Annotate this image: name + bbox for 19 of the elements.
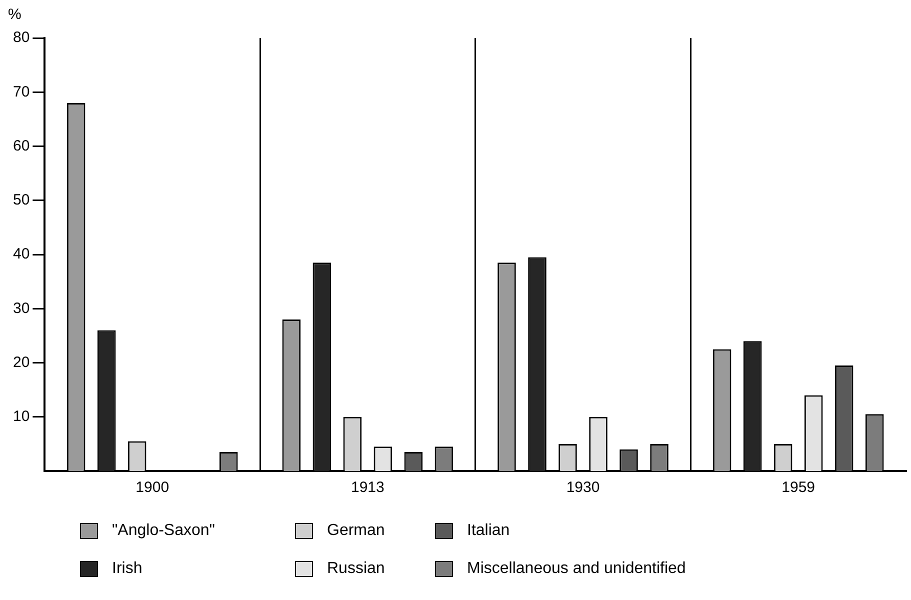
x-tick-label: 1913 xyxy=(350,479,384,496)
y-tick-label: 30 xyxy=(12,300,30,317)
y-tick-label: 80 xyxy=(12,29,30,46)
legend-label: "Anglo-Saxon" xyxy=(112,522,215,540)
legend-label: Italian xyxy=(467,522,510,540)
x-tick-label: 1900 xyxy=(136,479,170,496)
y-tick-label: 70 xyxy=(12,83,30,100)
x-tick-label: 1930 xyxy=(566,479,600,496)
x-tick-label: 1959 xyxy=(782,479,816,496)
legend-label: German xyxy=(327,522,385,540)
y-tick-label: 20 xyxy=(12,354,30,371)
y-tick-label: 40 xyxy=(12,246,30,263)
y-tick-label: 60 xyxy=(12,137,30,154)
y-tick-label: 10 xyxy=(12,408,30,426)
y-axis-title: % xyxy=(8,6,22,23)
y-tick-label: 50 xyxy=(12,192,30,209)
legend-label: Irish xyxy=(112,560,142,578)
legend-label: Russian xyxy=(327,560,385,578)
legend-label: Miscellaneous and unidentified xyxy=(467,560,686,578)
